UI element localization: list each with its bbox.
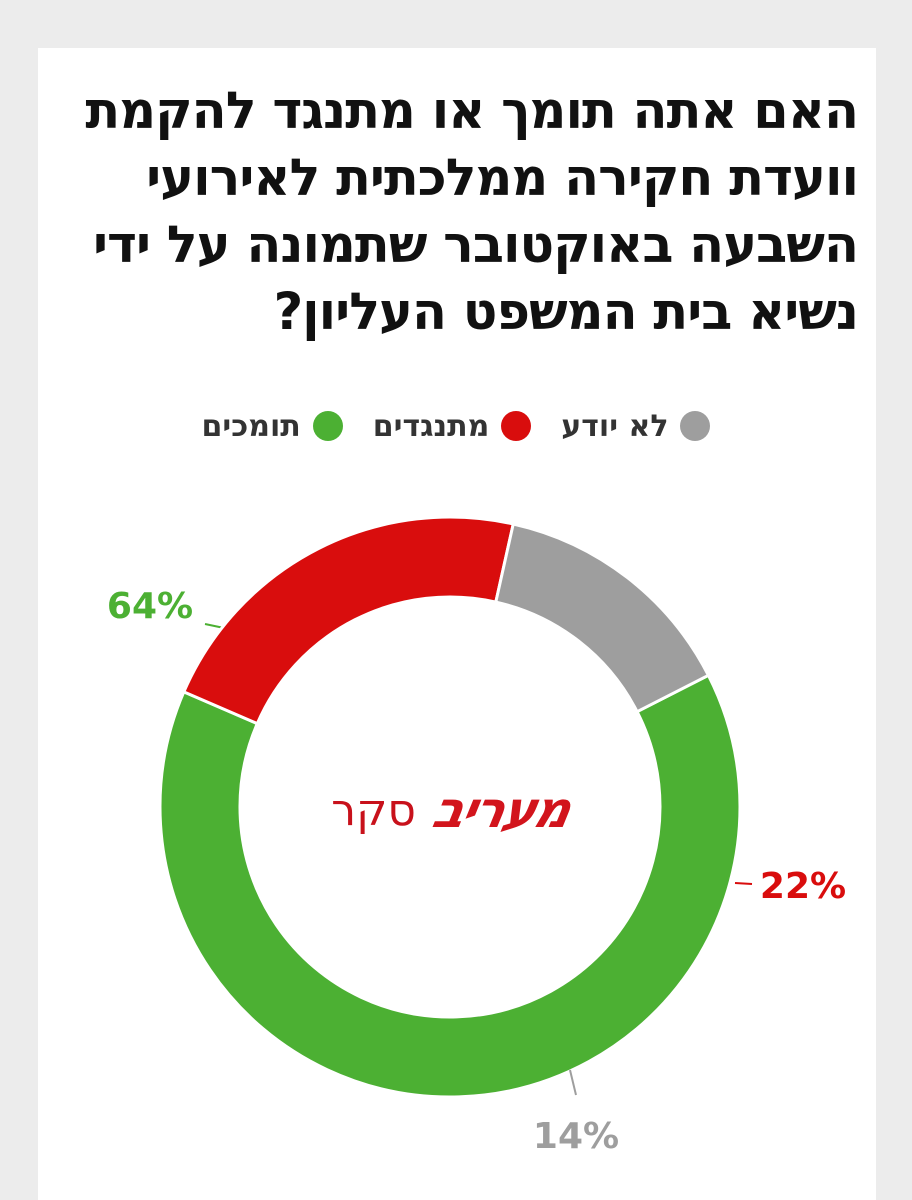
legend-marker-oppose — [501, 411, 532, 441]
slice-value-label-2: 22% — [760, 866, 846, 907]
maariv-poll-logo: סקר מעריב — [300, 780, 600, 840]
logo-brand-text: מעריב — [427, 781, 575, 839]
donut-slice-2[interactable] — [181, 515, 516, 726]
legend-item-support[interactable]: תומכים — [202, 404, 343, 448]
chart-card — [38, 48, 876, 1200]
slice-value-label-3: 14% — [533, 1116, 619, 1157]
chart-legend: תומכים מתנגדים לא יודע — [0, 404, 912, 448]
legend-marker-unknown — [680, 411, 711, 441]
chart-title: האם אתה תומך או מתנגד להקמת וועדת חקירה … — [85, 82, 859, 342]
logo-survey-text: סקר — [331, 784, 416, 836]
slice-label-connector-2 — [734, 882, 753, 885]
legend-marker-support — [312, 411, 343, 441]
legend-item-oppose[interactable]: מתנגדים — [373, 404, 532, 448]
slice-value-label-1: 64% — [107, 586, 193, 627]
legend-label-oppose: מתנגדים — [372, 408, 490, 444]
donut-slice-3[interactable] — [494, 522, 711, 714]
legend-item-unknown[interactable]: לא יודע — [561, 404, 711, 448]
slice-label-connector-3 — [569, 1069, 577, 1096]
legend-label-support: תומכים — [201, 408, 301, 444]
legend-label-unknown: לא יודע — [561, 408, 669, 444]
donut-slice-1[interactable] — [158, 673, 742, 1099]
